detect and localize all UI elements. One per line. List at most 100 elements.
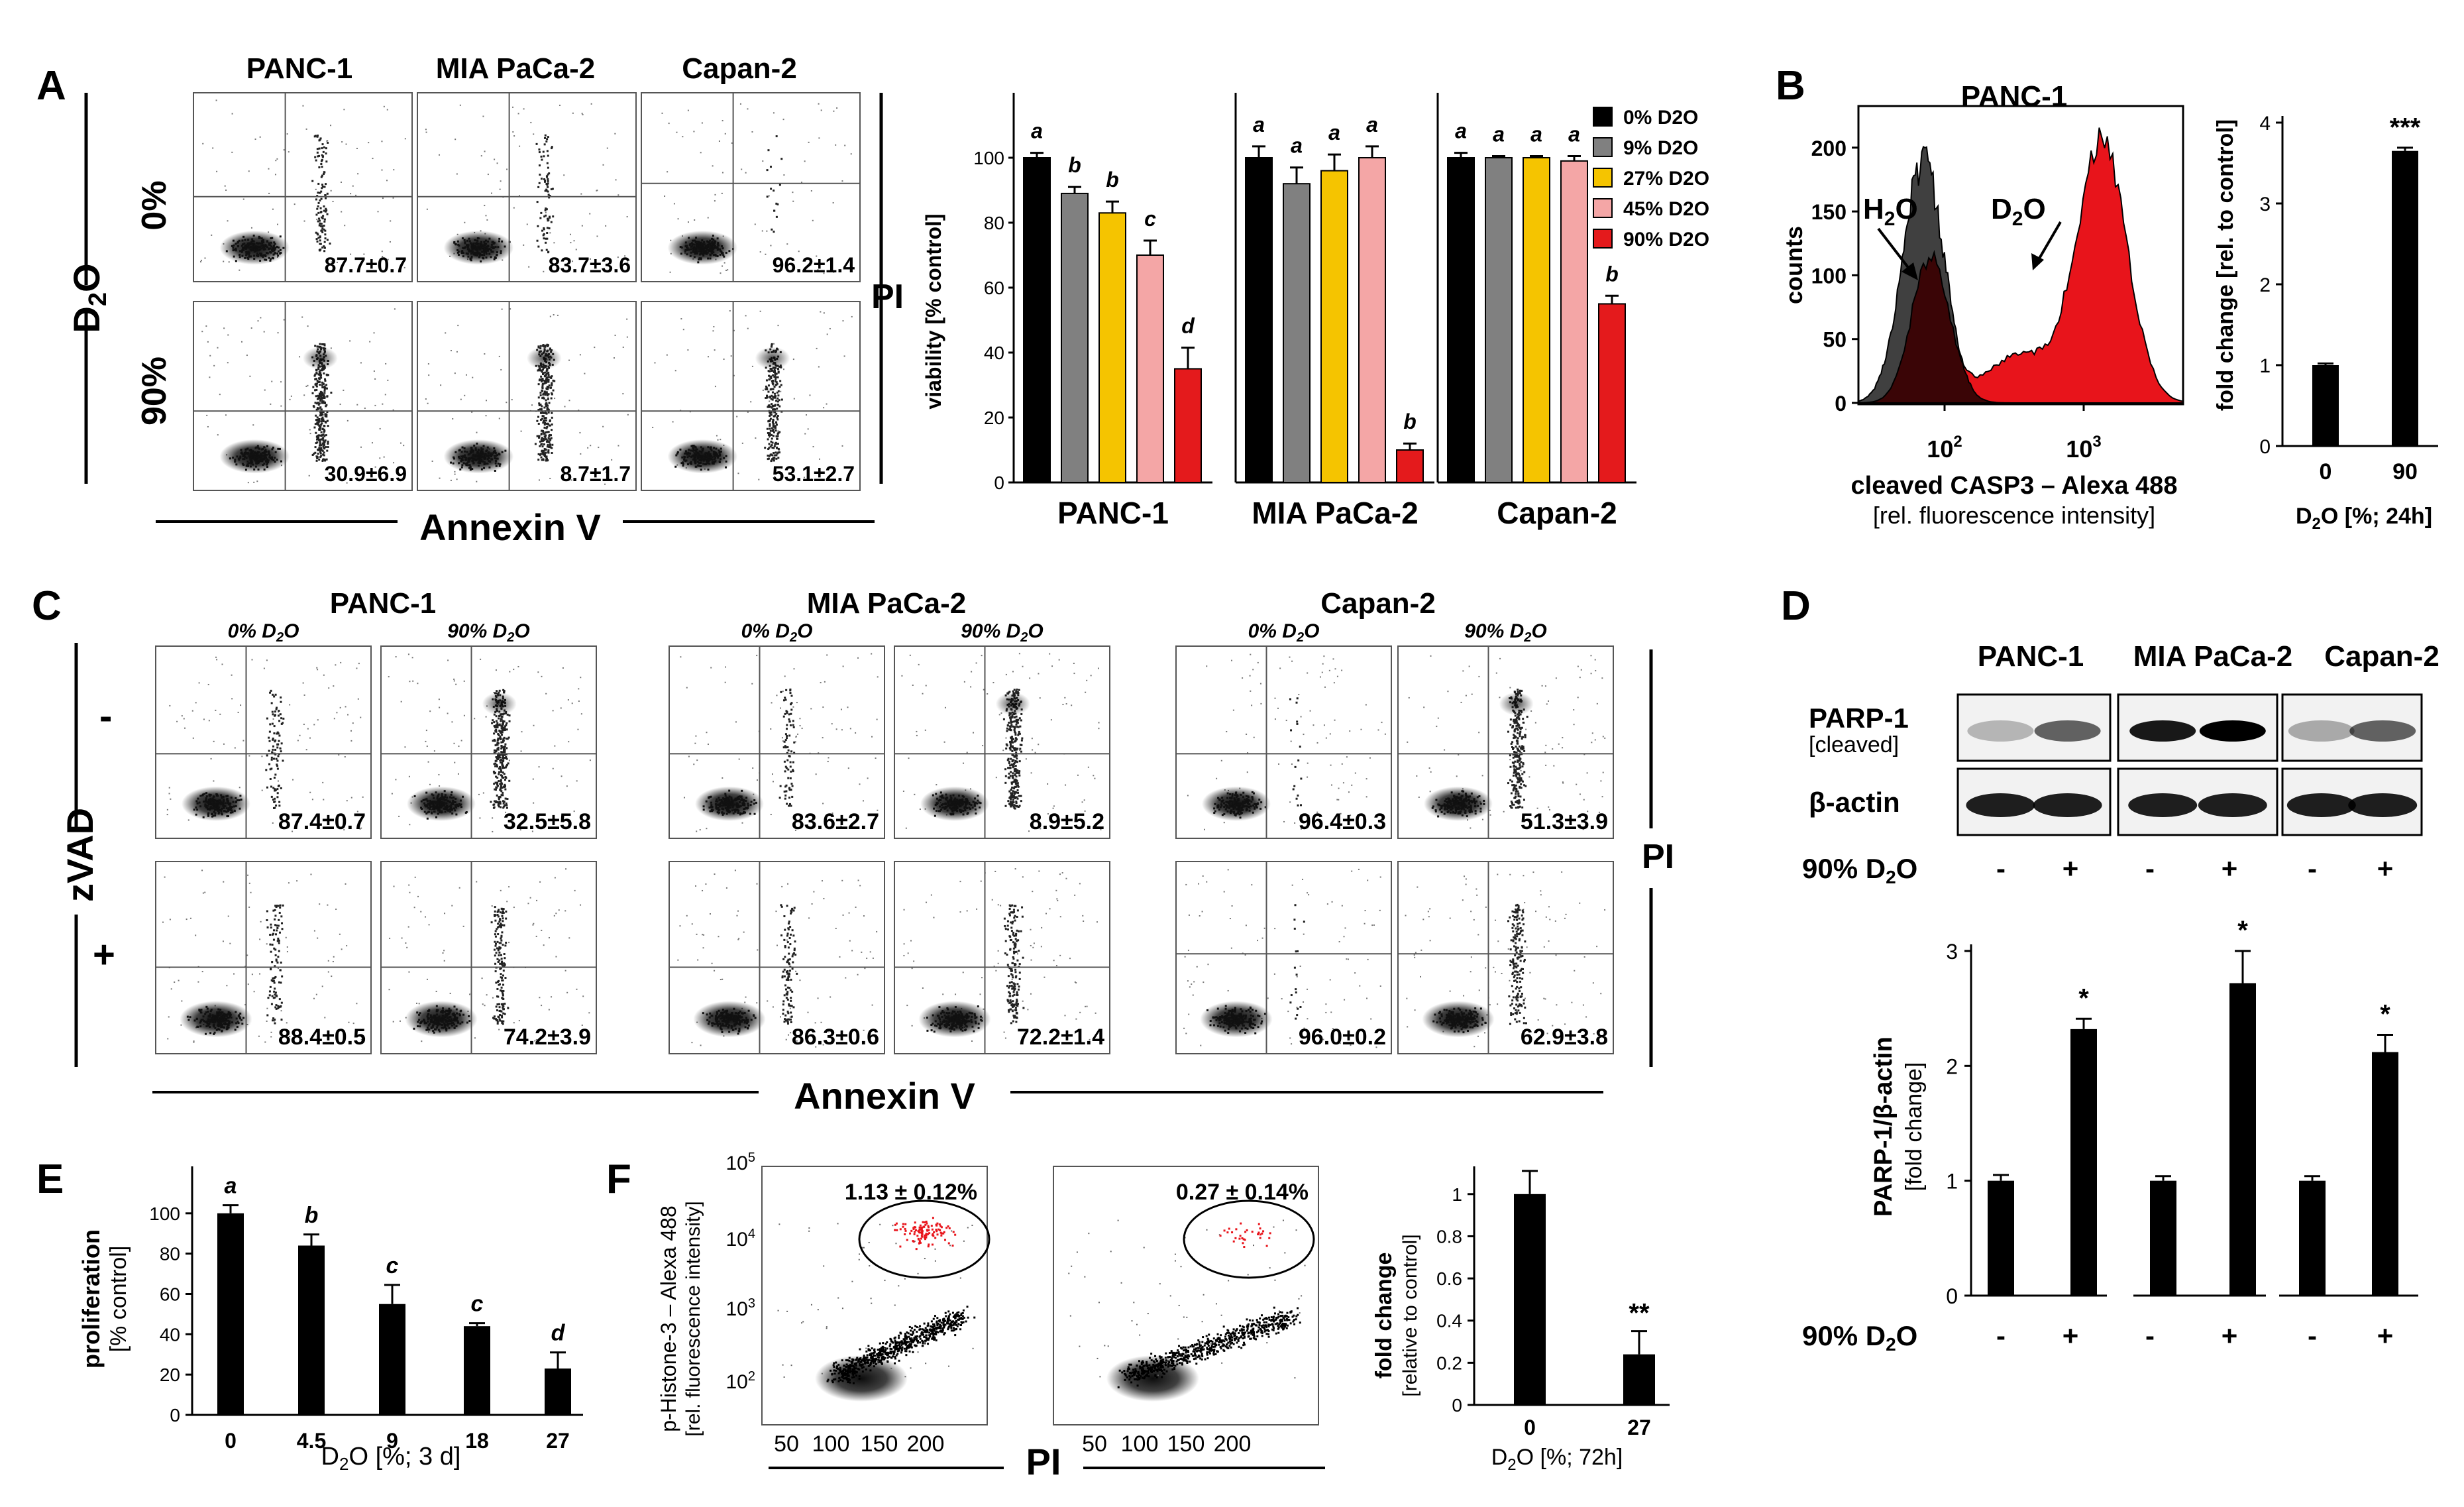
c-zvad-plus: + bbox=[93, 933, 115, 976]
e-ytick: 40 bbox=[160, 1324, 180, 1345]
band-parp bbox=[1967, 720, 2034, 742]
a-ytick: 80 bbox=[984, 213, 1004, 233]
flow-plot-c: 74.2±3.9 bbox=[380, 861, 597, 1054]
a-letter: a bbox=[1530, 123, 1542, 146]
d-sign-top: - bbox=[1996, 853, 2006, 884]
a-letter: b bbox=[1068, 153, 1081, 177]
panel-d-bar-chart: PARP-1/β-actin [fold change] 0 1 2 3 * * * 90%… bbox=[1802, 916, 2418, 1355]
flow-plot-f: 1.13 ± 0.12% 50 100 150 200 bbox=[761, 1166, 991, 1457]
f-xtick: 150 bbox=[1167, 1431, 1205, 1457]
d-ytick: 2 bbox=[1946, 1054, 1958, 1078]
a-letter: a bbox=[1493, 123, 1505, 146]
c-condition-label: 0% D2O bbox=[228, 620, 299, 645]
d-ytick: 3 bbox=[1946, 940, 1958, 964]
legend-swatch bbox=[1593, 107, 1613, 127]
b-ytick: 150 bbox=[1811, 200, 1847, 224]
a-letter: b bbox=[1403, 410, 1417, 433]
d-bar bbox=[2299, 1180, 2326, 1296]
legend-label: 0% D2O bbox=[1623, 107, 1698, 129]
flow-value: 51.3±3.9 bbox=[1521, 809, 1608, 834]
a-y-axis-label: PI bbox=[871, 278, 904, 316]
c-title-mia: MIA PaCa-2 bbox=[807, 587, 966, 620]
a-row-0pct: 0% bbox=[135, 180, 174, 230]
d-sign-top: + bbox=[2062, 853, 2079, 884]
d-sig: * bbox=[2078, 983, 2089, 1013]
d-sign-bottom: + bbox=[2377, 1320, 2394, 1351]
legend-label: 45% D2O bbox=[1623, 198, 1709, 220]
a-bar bbox=[1447, 157, 1475, 483]
d-parp-label: PARP-1 bbox=[1809, 702, 1909, 734]
d-bar bbox=[2372, 1052, 2398, 1296]
a-row-90pct: 90% bbox=[135, 357, 174, 425]
c-zvad-minus: - bbox=[99, 695, 112, 738]
a-bar bbox=[1098, 212, 1126, 483]
a-bar-group-capan: Capan-2 bbox=[1497, 496, 1617, 530]
d-title-panc1: PANC-1 bbox=[1978, 640, 2084, 673]
a-letter: b bbox=[1605, 262, 1619, 286]
panel-label-f: F bbox=[606, 1156, 631, 1202]
a-letter: a bbox=[1328, 121, 1340, 144]
a-title-capan: Capan-2 bbox=[682, 52, 797, 85]
flow-plot-a: 30.9±6.9 bbox=[193, 301, 413, 491]
legend-swatch bbox=[1593, 137, 1613, 157]
a-bar bbox=[1174, 368, 1202, 483]
f-ytick: 103 bbox=[726, 1296, 756, 1320]
d-actin-label: β-actin bbox=[1809, 787, 1900, 818]
b-bar bbox=[2392, 150, 2418, 446]
a-letter: a bbox=[1253, 113, 1265, 137]
flow-value: 62.9±3.8 bbox=[1521, 1025, 1608, 1050]
b-bar bbox=[2312, 365, 2339, 446]
flow-value: 32.5±5.8 bbox=[504, 809, 591, 834]
b-xtick-1: 102 bbox=[1927, 433, 1962, 463]
b-bar-xlabel: D2O [%; 24h] bbox=[2296, 504, 2432, 533]
d-sign-top: + bbox=[2377, 853, 2394, 884]
a-letter: b bbox=[1106, 168, 1119, 192]
b-h2o-label: H2O bbox=[1863, 193, 1918, 230]
f-ylabel: p-Histone-3 – Alexa 488 bbox=[657, 1205, 680, 1432]
flow-plot-a: 87.7±0.7 bbox=[193, 92, 413, 282]
flow-value: 83.6±2.7 bbox=[792, 809, 879, 834]
flow-plot-a: 96.2±1.4 bbox=[641, 92, 861, 282]
band-parp bbox=[2349, 720, 2416, 742]
e-bar bbox=[545, 1368, 571, 1415]
flow-plot-c: 62.9±3.8 bbox=[1397, 861, 1614, 1054]
d-bar bbox=[1988, 1180, 2014, 1296]
a-bar-group-panc1: PANC-1 bbox=[1057, 496, 1169, 530]
band-actin bbox=[2033, 793, 2102, 817]
c-condition-label: 90% D2O bbox=[447, 620, 530, 645]
b-bar-ytick: 0 bbox=[2259, 436, 2271, 458]
flow-value: 83.7±3.6 bbox=[549, 253, 631, 277]
a-x-axis-label: Annexin V bbox=[419, 506, 601, 548]
band-actin bbox=[1966, 793, 2035, 817]
band-parp bbox=[2288, 720, 2355, 742]
flow-value: 8.9±5.2 bbox=[1030, 809, 1104, 834]
a-letter: a bbox=[1568, 123, 1580, 146]
b-ytick: 100 bbox=[1811, 264, 1847, 288]
band-parp bbox=[2129, 720, 2196, 742]
f-xtick: 50 bbox=[774, 1431, 799, 1457]
panel-f-flow: p-Histone-3 – Alexa 488 [rel. fluorescen… bbox=[657, 1150, 1325, 1482]
flow-value: 87.4±0.7 bbox=[278, 809, 366, 834]
flow-plot-a: 53.1±2.7 bbox=[641, 301, 861, 491]
f-gate-value: 0.27 ± 0.14% bbox=[1176, 1180, 1309, 1205]
panel-a-flow: PANC-1 MIA PaCa-2 Capan-2 0% 90% D2O 87.… bbox=[66, 52, 904, 549]
e-ytick: 0 bbox=[170, 1405, 180, 1425]
f-xtick: 100 bbox=[1121, 1431, 1159, 1457]
flow-value: 86.3±0.6 bbox=[792, 1025, 879, 1050]
e-letter: b bbox=[305, 1203, 319, 1228]
f-bar bbox=[1623, 1354, 1655, 1405]
flow-plot-c: 96.0±0.2 bbox=[1175, 861, 1392, 1054]
flow-value: 96.0±0.2 bbox=[1299, 1025, 1386, 1050]
band-parp bbox=[2199, 720, 2266, 742]
f-bar-ytick: 1 bbox=[1452, 1184, 1462, 1205]
e-bar bbox=[217, 1213, 244, 1415]
c-condition-label: 0% D2O bbox=[741, 620, 813, 645]
e-ytick: 20 bbox=[160, 1365, 180, 1385]
b-ylabel: counts bbox=[1780, 226, 1807, 304]
b-d2o-label: D2O bbox=[1991, 193, 2046, 230]
flow-value: 8.7±1.7 bbox=[560, 462, 631, 486]
e-ytick: 60 bbox=[160, 1284, 180, 1305]
e-ylabel-2: [% control] bbox=[106, 1246, 131, 1353]
f-bar-ylabel: fold change bbox=[1371, 1253, 1397, 1379]
a-letter: a bbox=[1291, 134, 1303, 158]
